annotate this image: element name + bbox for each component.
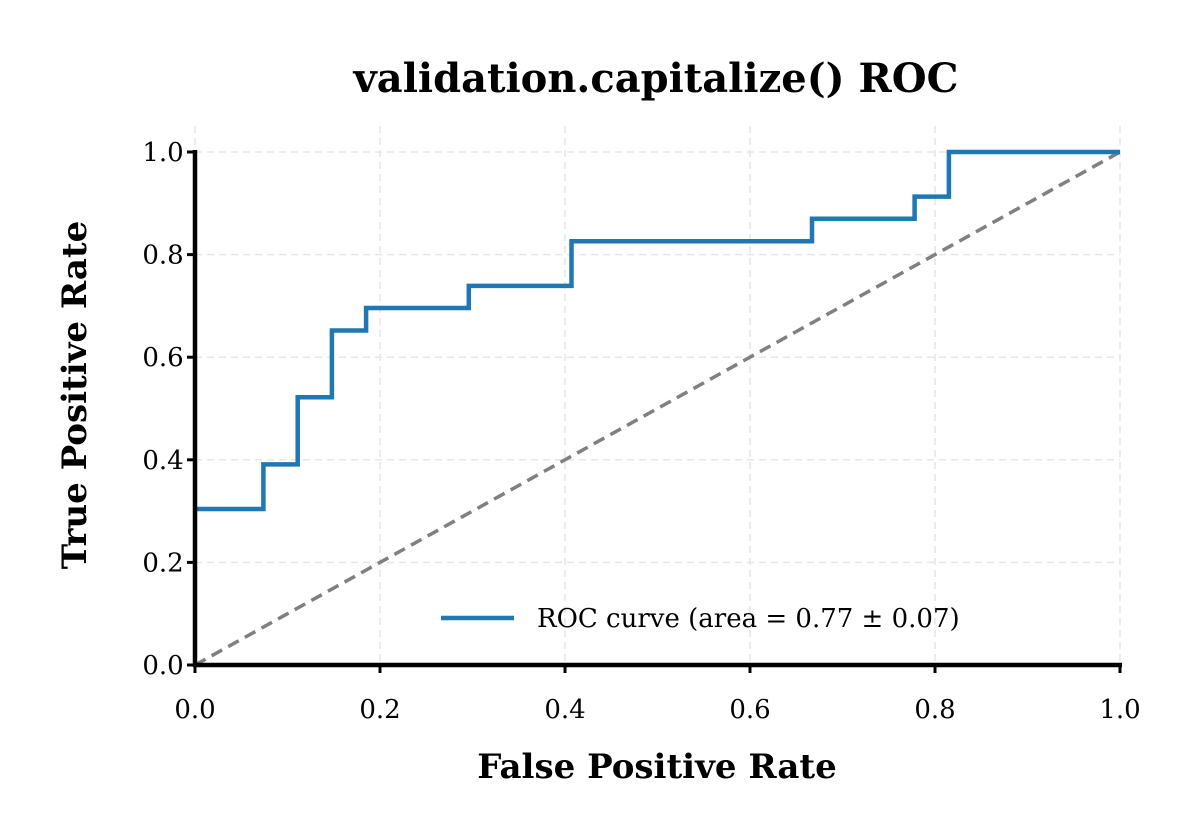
y-tick-label: 0.8	[142, 241, 183, 271]
x-tick-label: 0.6	[729, 695, 770, 725]
x-tick-label: 0.2	[359, 695, 400, 725]
y-axis-ticks: 0.0 0.2 0.4 0.6 0.8 1.0	[142, 138, 195, 681]
legend: ROC curve (area = 0.77 ± 0.07)	[441, 604, 960, 634]
x-axis-label: False Positive Rate	[477, 747, 836, 787]
y-tick-label: 0.6	[142, 343, 183, 373]
plot-area	[194, 149, 1121, 667]
y-tick-label: 0.4	[142, 446, 183, 476]
x-tick-label: 1.0	[1099, 695, 1140, 725]
x-tick-label: 0.8	[914, 695, 955, 725]
y-axis-label: True Positive Rate	[55, 221, 95, 570]
y-tick-label: 0.0	[142, 651, 183, 681]
legend-label-roc: ROC curve (area = 0.77 ± 0.07)	[537, 604, 960, 634]
y-tick-label: 0.2	[142, 548, 183, 578]
chance-diagonal-line	[194, 150, 1121, 667]
roc-curve-line	[195, 149, 1120, 512]
x-axis-ticks: 0.0 0.2 0.4 0.6 0.8 1.0	[174, 665, 1141, 725]
x-tick-label: 0.4	[544, 695, 585, 725]
x-tick-label: 0.0	[174, 695, 215, 725]
y-tick-label: 1.0	[142, 138, 183, 168]
chart-title: validation.capitalize() ROC	[353, 55, 959, 102]
